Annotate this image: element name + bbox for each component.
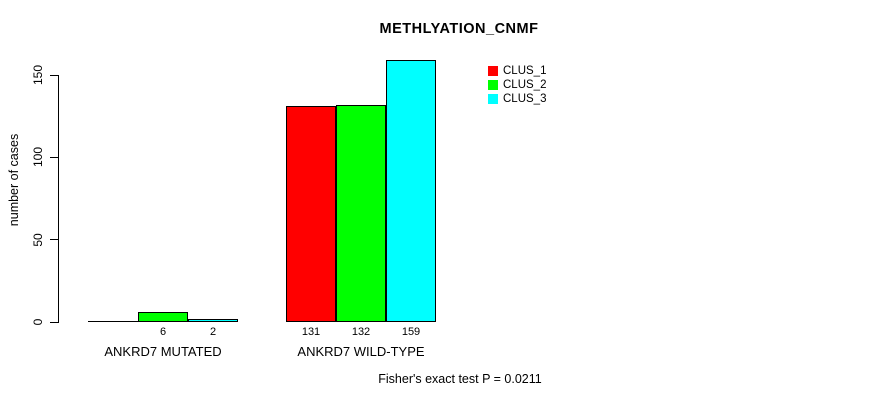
legend-swatch: [488, 94, 498, 104]
bar-value-label: 132: [351, 326, 371, 338]
bar-zero-line: [88, 321, 138, 322]
legend-swatch: [488, 80, 498, 90]
bar-value-label: 6: [159, 326, 167, 338]
y-tick-label: 0: [31, 318, 45, 326]
bar-value-label: 131: [301, 326, 321, 338]
y-tick: [50, 156, 58, 158]
y-tick: [50, 74, 58, 76]
legend-label: CLUS_1: [503, 65, 547, 77]
legend-label: CLUS_2: [503, 79, 547, 91]
bar: [188, 318, 238, 322]
bar: [138, 312, 188, 322]
chart-title: METHLYATION_CNMF: [379, 21, 539, 37]
bar: [336, 104, 386, 322]
x-axis-group-label: ANKRD7 MUTATED: [104, 344, 222, 359]
legend-swatch: [488, 66, 498, 76]
y-tick: [50, 321, 58, 323]
y-tick-label: 150: [31, 64, 45, 86]
bar-value-label: 2: [209, 326, 217, 338]
y-tick: [50, 239, 58, 241]
y-axis-line: [58, 75, 59, 323]
bar: [386, 60, 436, 322]
legend-label: CLUS_3: [503, 93, 547, 105]
y-tick-label: 100: [31, 147, 45, 168]
bar-value-label: 159: [401, 326, 421, 338]
fisher-test-annotation: Fisher's exact test P = 0.0211: [378, 372, 542, 386]
x-axis-group-label: ANKRD7 WILD-TYPE: [297, 344, 425, 359]
y-axis-title: number of cases: [7, 133, 21, 227]
bar: [286, 106, 336, 322]
y-tick-label: 50: [31, 232, 45, 247]
